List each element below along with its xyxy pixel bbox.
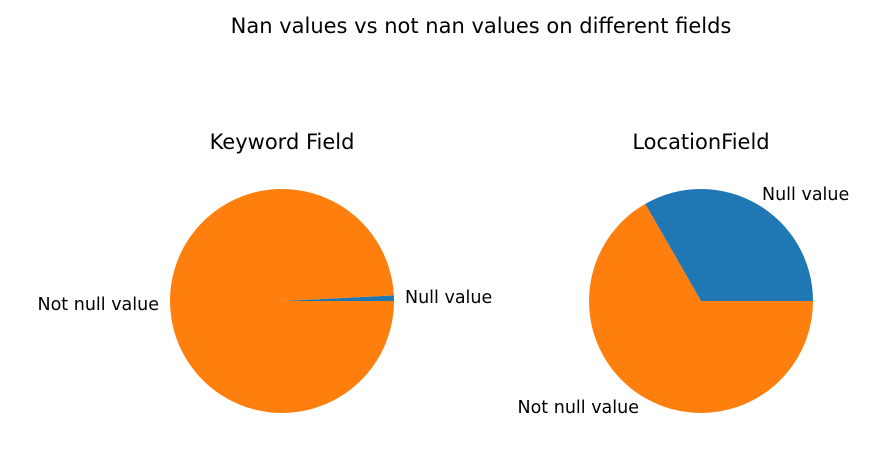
pie-chart-location-field: LocationField Null value Not null value <box>518 130 850 418</box>
slice-label-not-null-value: Not null value <box>518 398 640 418</box>
chart-title-keyword-field: Keyword Field <box>210 130 355 154</box>
pie-chart-keyword-field: Keyword Field Null value Not null value <box>38 130 492 413</box>
slice-label-not-null-value: Not null value <box>38 295 160 315</box>
figure-title: Nan values vs not nan values on differen… <box>231 14 732 38</box>
pie-slice-not-null-value <box>170 188 394 413</box>
pie-slice-null-value <box>282 295 394 301</box>
chart-title-location-field: LocationField <box>632 130 769 154</box>
slice-label-null-value: Null value <box>762 185 849 205</box>
slice-label-null-value: Null value <box>405 288 492 308</box>
pie-slice-not-null-value <box>589 203 813 414</box>
pie-slice-null-value <box>645 189 813 301</box>
